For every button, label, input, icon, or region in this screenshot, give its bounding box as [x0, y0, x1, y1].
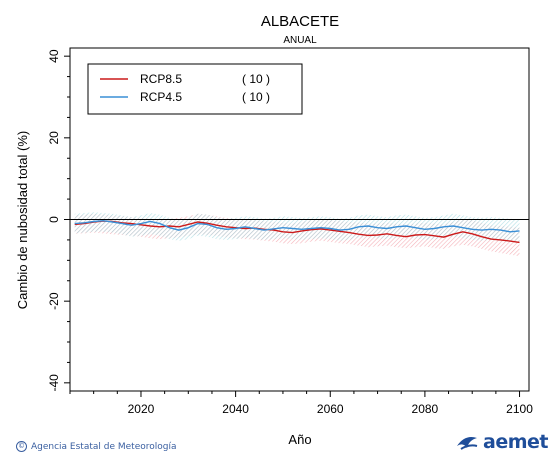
- x-axis-label: Año: [288, 432, 311, 447]
- x-tick-label: 2100: [506, 402, 533, 416]
- y-tick-label: 20: [47, 131, 61, 145]
- chart-subtitle: ANUAL: [283, 35, 317, 46]
- x-tick-label: 2020: [128, 402, 155, 416]
- x-tick-label: 2060: [317, 402, 344, 416]
- legend-label-rcp85: RCP8.5: [140, 72, 182, 86]
- copyright-icon: ©: [16, 441, 27, 452]
- y-tick-label: 0: [47, 216, 61, 223]
- x-tick-label: 2040: [222, 402, 249, 416]
- aemet-logo-icon: [457, 437, 478, 450]
- legend-count-rcp85: ( 10 ): [242, 72, 270, 86]
- series-line-rcp45: [74, 219, 520, 233]
- series-line-rcp85: [74, 220, 520, 244]
- aemet-logo-text: aemet: [483, 431, 548, 453]
- y-axis-label: Cambio de nubosidad total (%): [15, 131, 30, 310]
- chart-title: ALBACETE: [261, 13, 339, 30]
- legend-count-rcp45: ( 10 ): [242, 90, 270, 104]
- y-tick-label: -40: [47, 374, 61, 392]
- legend-label-rcp45: RCP4.5: [140, 90, 182, 104]
- x-tick-label: 2080: [412, 402, 439, 416]
- credit: © Agencia Estatal de Meteorología: [16, 441, 177, 452]
- credit-text: Agencia Estatal de Meteorología: [31, 441, 177, 452]
- y-tick-label: -20: [47, 292, 61, 310]
- legend-box: [87, 63, 303, 115]
- y-tick-label: 40: [47, 49, 61, 63]
- aemet-logo[interactable]: aemet: [455, 431, 548, 453]
